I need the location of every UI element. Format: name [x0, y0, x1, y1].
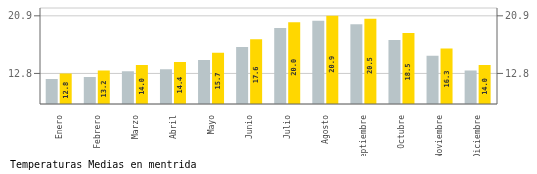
svg-text:17.6: 17.6 — [252, 66, 260, 83]
svg-text:14.4: 14.4 — [176, 77, 184, 94]
svg-text:15.7: 15.7 — [214, 73, 222, 90]
svg-text:18.5: 18.5 — [404, 64, 412, 81]
svg-text:20.0: 20.0 — [290, 59, 298, 76]
svg-text:20.5: 20.5 — [366, 57, 374, 74]
svg-text:Agosto: Agosto — [321, 115, 330, 144]
svg-text:12.8: 12.8 — [505, 68, 529, 79]
svg-text:Abril: Abril — [169, 115, 178, 139]
html-text:Temperaturas Medias en mentrid: Temperaturas Medias en mentrida — [10, 159, 197, 170]
svg-text:Octubre: Octubre — [397, 115, 406, 149]
svg-text:14.0: 14.0 — [138, 78, 146, 95]
svg-text:14.0: 14.0 — [481, 78, 489, 95]
svg-text:12.8: 12.8 — [8, 68, 32, 79]
svg-text:13.2: 13.2 — [100, 81, 108, 98]
svg-text:Julio: Julio — [283, 115, 292, 139]
svg-text:Diciembre: Diciembre — [473, 115, 482, 156]
svg-text:16.3: 16.3 — [443, 71, 451, 88]
svg-text:20.9: 20.9 — [328, 56, 336, 73]
svg-text:20.9: 20.9 — [8, 10, 32, 21]
svg-text:Marzo: Marzo — [131, 115, 140, 139]
svg-text:Enero: Enero — [55, 115, 64, 139]
svg-text:Junio: Junio — [245, 115, 254, 139]
svg-text:Febrero: Febrero — [93, 115, 102, 149]
svg-text:Septiembre: Septiembre — [359, 115, 368, 156]
svg-text:Mayo: Mayo — [207, 115, 216, 134]
svg-text:Noviembre: Noviembre — [435, 115, 444, 156]
svg-text:12.8: 12.8 — [62, 82, 70, 99]
svg-text:20.9: 20.9 — [505, 10, 529, 21]
